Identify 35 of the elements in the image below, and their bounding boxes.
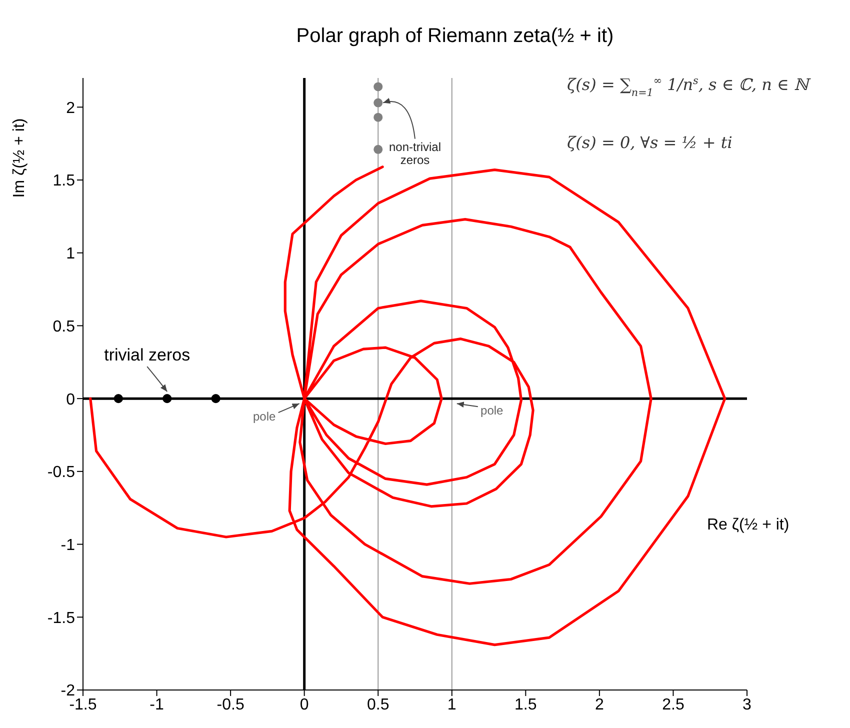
y-tick-label: 0: [66, 391, 76, 408]
annotation: pole: [480, 404, 504, 418]
y-tick-label: 1: [66, 246, 76, 263]
annotation: non-trivial zeros: [388, 140, 442, 167]
chart-title: Polar graph of Riemann zeta(½ + it): [296, 25, 614, 47]
y-tick-label: 0.5: [52, 318, 76, 336]
annotation: trivial zeros: [104, 346, 190, 365]
y-tick-label: -2: [60, 682, 76, 700]
y-tick-label: -1: [60, 536, 76, 554]
point: [374, 98, 383, 108]
x-tick-label: 1.5: [514, 696, 537, 714]
point: [162, 394, 172, 404]
y-tick-label: 2: [66, 100, 76, 117]
y-tick-label: 1.5: [52, 172, 76, 190]
annotation: ζ(s) = 0, ∀s = ½ + ti: [567, 133, 732, 152]
line-series: [89, 166, 726, 646]
x-tick-label: 1: [447, 696, 456, 714]
x-tick-label: -0.5: [216, 696, 244, 714]
y-tick-label: -1.5: [47, 610, 76, 627]
point: [374, 82, 383, 92]
point: [374, 144, 383, 154]
x-tick-label: 2: [594, 696, 604, 714]
x-tick-label: 3: [742, 696, 752, 714]
x-tick-label: 0: [300, 696, 309, 714]
x-tick-label: 0.5: [366, 696, 390, 714]
point: [211, 394, 220, 404]
x-tick-label: -1: [150, 696, 164, 714]
point: [374, 112, 383, 122]
x-tick-label: 2.5: [662, 696, 684, 714]
annotation: pole: [252, 410, 276, 424]
annotation: ζ(s) = ∑$_{n=1}$$^{∞}$ 1/n$^{s}$, s ∈ ℂ, n ∈ ℕ: [567, 75, 811, 99]
x-axis-title: Re ζ(½ + it): [707, 516, 790, 534]
y-tick-label: -0.5: [47, 464, 76, 482]
y-axis-title: Im ζ(½ + it): [11, 118, 28, 198]
point: [114, 394, 123, 404]
